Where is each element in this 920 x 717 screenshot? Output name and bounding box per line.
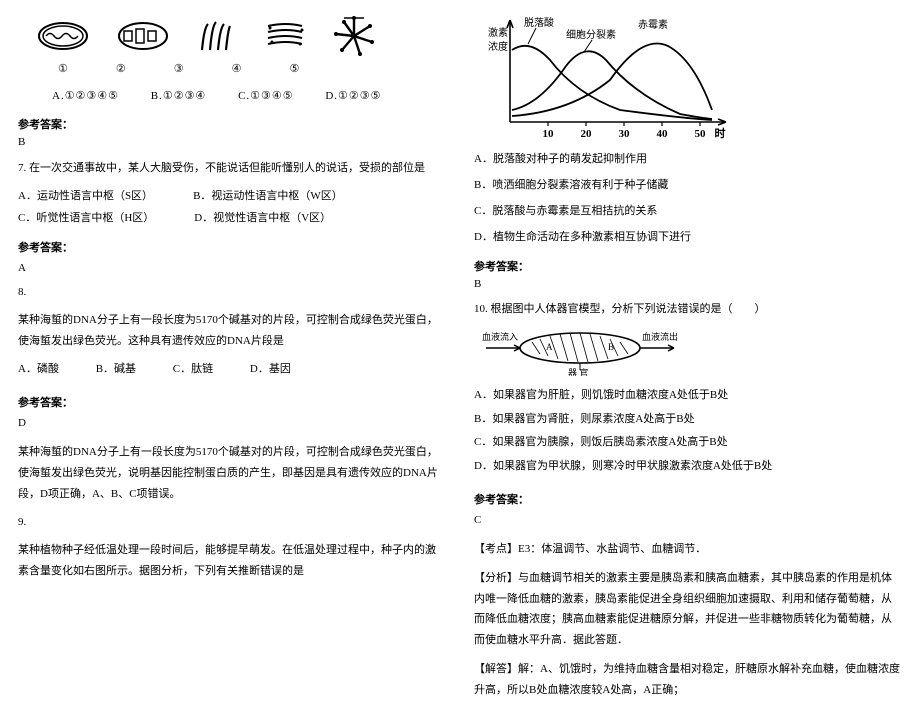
xtick: 30 — [619, 128, 631, 140]
label-2: ② — [116, 62, 126, 75]
q8-num: 8. — [18, 283, 446, 303]
answer-header: 参考答案： — [474, 491, 902, 507]
cell-icon-5 — [334, 16, 374, 56]
lbl-cytokinin: 细胞分裂素 — [566, 28, 616, 41]
jieda: 【解答】解：A、饥饿时，为维持血糖含量相对稳定，肝糖原水解补充血糖，使血糖浓度升… — [474, 659, 902, 701]
organ-a: A — [546, 342, 553, 352]
q6-opt-b: B.①②③④ — [151, 90, 207, 102]
lbl-gibberellin: 赤霉素 — [638, 18, 668, 31]
ylab: 激 — [488, 26, 498, 39]
cell-icon-2 — [116, 19, 170, 53]
organ-label: 器 官 — [568, 367, 588, 376]
q9-opt-d: D．植物生命活动在多种激素相互协调下进行 — [474, 228, 902, 244]
q6-opt-d: D.①②③⑤ — [325, 90, 381, 102]
q10-answer: C — [474, 511, 902, 531]
svg-text:素: 素 — [498, 26, 508, 39]
q7-opt-d: D．视觉性语言中枢（V区） — [194, 209, 331, 225]
answer-header: 参考答案： — [18, 116, 446, 132]
q8-opt-b: B．碱基 — [96, 363, 136, 375]
q6-opt-c: C.①③④⑤ — [238, 90, 294, 102]
label-4: ④ — [232, 62, 242, 75]
cell-icon-3 — [196, 16, 236, 56]
q7-opts-row1: A．运动性语言中枢（S区） B．视运动性语言中枢（W区） — [18, 187, 446, 203]
label-1: ① — [58, 62, 68, 75]
q10-opt-a: A．如果器官为肝脏，则饥饿时血糖浓度A处低于B处 — [474, 386, 902, 406]
q8-opt-d: D．基因 — [250, 363, 291, 375]
q6-answer: B — [18, 136, 446, 148]
left-column: ① ② ③ ④ ⑤ A.①②③④⑤ B.①②③④ C.①③④⑤ D.①②③⑤ 参… — [12, 0, 452, 598]
q7-answer: A — [18, 259, 446, 279]
q7-text: 7. 在一次交通事故中，某人大脑受伤，不能说话但能听懂别人的说话，受损的部位是 — [18, 158, 446, 179]
xtick: 10 — [543, 128, 555, 140]
q6-opt-a: A.①②③④⑤ — [52, 90, 119, 102]
lbl-abscisic: 脱落酸 — [524, 16, 554, 29]
q7-opt-a: A．运动性语言中枢（S区） — [18, 187, 153, 203]
circled-labels: ① ② ③ ④ ⑤ — [58, 62, 446, 75]
svg-text:浓: 浓 — [488, 41, 498, 53]
q9-num: 9. — [18, 513, 446, 533]
q7-opts-row2: C．听觉性语言中枢（H区） D．视觉性语言中枢（V区） — [18, 209, 446, 225]
organ-out: 血液流出 — [642, 331, 678, 342]
q9-answer: B — [474, 278, 902, 290]
q6-options: A.①②③④⑤ B.①②③④ C.①③④⑤ D.①②③⑤ — [52, 89, 446, 102]
cell-icon-4 — [262, 16, 308, 56]
xtick: 50 — [695, 128, 707, 140]
svg-text:度: 度 — [498, 40, 508, 53]
q7-opt-b: B．视运动性语言中枢（W区） — [193, 187, 343, 203]
q10-opt-d: D．如果器官为甲状腺，则寒冷时甲状腺激素浓度A处低于B处 — [474, 457, 902, 477]
q9-opt-c: C．脱落酸与赤霉素是互相拮抗的关系 — [474, 202, 902, 218]
q8-answer: D — [18, 414, 446, 434]
q10-opt-b: B．如果器官为肾脏，则尿素浓度A处高于B处 — [474, 410, 902, 430]
xunit: 时 — [715, 126, 726, 140]
xtick: 20 — [581, 128, 593, 140]
q9-opt-b: B．喷洒细胞分裂素溶液有利于种子储藏 — [474, 176, 902, 192]
q7-opt-c: C．听觉性语言中枢（H区） — [18, 209, 154, 225]
q8-opt-a: A．磷酸 — [18, 363, 59, 375]
hormone-chart: 10 20 30 40 50 时 激 素 浓 度 脱落酸 细胞分裂素 赤霉素 — [480, 10, 736, 142]
label-5: ⑤ — [290, 62, 300, 75]
label-3: ③ — [174, 62, 184, 75]
q8-text: 某种海蜇的DNA分子上有一段长度为5170个碱基对的片段，可控制合成绿色荧光蛋白… — [18, 310, 446, 352]
cell-diagram-row — [36, 16, 446, 56]
kaodian: 【考点】E3：体温调节、水盐调节、血糖调节． — [474, 539, 902, 560]
q9-opt-a: A．脱落酸对种子的萌发起抑制作用 — [474, 150, 902, 166]
cell-icon-1 — [36, 19, 90, 53]
right-column: 10 20 30 40 50 时 激 素 浓 度 脱落酸 细胞分裂素 赤霉素 — [468, 0, 908, 717]
organ-diagram: 血液流入 血液流出 A B 器 官 — [480, 326, 678, 376]
xtick: 40 — [657, 128, 669, 140]
q8-opt-c: C．肽链 — [173, 363, 213, 375]
answer-header: 参考答案： — [18, 239, 446, 255]
q9-text: 某种植物种子经低温处理一段时间后，能够提早萌发。在低温处理过程中，种子内的激素含… — [18, 540, 446, 582]
q10-opt-c: C．如果器官为胰腺，则饭后胰岛素浓度A处高于B处 — [474, 433, 902, 453]
q10-text: 10. 根据图中人体器官模型，分析下列说法错误的是（ ） — [474, 300, 902, 320]
fenxi: 【分析】与血糖调节相关的激素主要是胰岛素和胰高血糖素，其中胰岛素的作用是机体内唯… — [474, 568, 902, 652]
q8-explain: 某种海蜇的DNA分子上有一段长度为5170个碱基对的片段，可控制合成绿色荧光蛋白… — [18, 442, 446, 505]
answer-header: 参考答案： — [474, 258, 902, 274]
organ-b: B — [608, 342, 614, 352]
q8-options: A．磷酸 B．碱基 C．肽链 D．基因 — [18, 360, 446, 380]
answer-header: 参考答案： — [18, 394, 446, 410]
organ-in: 血液流入 — [482, 331, 518, 342]
